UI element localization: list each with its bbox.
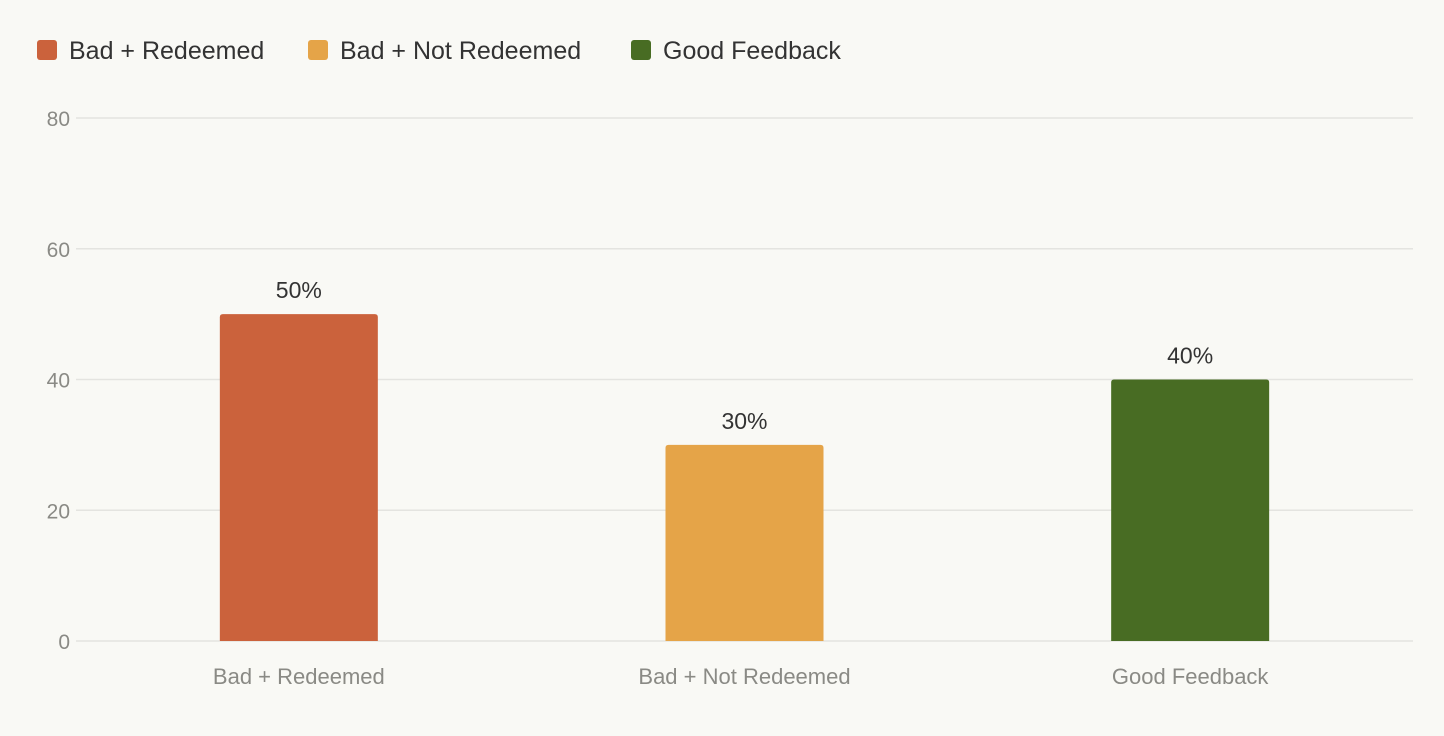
y-tick-label-40: 40 <box>47 370 70 393</box>
x-tick-label-2: Bad + Not Redeemed <box>638 664 850 689</box>
y-tick-label-20: 20 <box>47 500 70 523</box>
y-tick-label-60: 60 <box>47 239 70 262</box>
legend-swatch-2 <box>308 40 328 60</box>
bar-value-label-1: 50% <box>276 277 322 303</box>
bar-value-label-3: 40% <box>1167 343 1213 369</box>
x-tick-label-1: Bad + Redeemed <box>213 664 385 689</box>
legend-label-3: Good Feedback <box>663 37 841 65</box>
y-tick-label-0: 0 <box>58 631 70 654</box>
chart-legend: Bad + Redeemed Bad + Not Redeemed Good Fee… <box>37 37 841 65</box>
bar-3 <box>1111 379 1270 641</box>
legend-label-1: Bad + Redeemed <box>69 37 264 65</box>
y-tick-label-80: 80 <box>47 108 70 131</box>
bar-value-labels: 50% 30% 40% <box>276 277 1213 434</box>
bar-2 <box>665 444 824 641</box>
bar-1 <box>219 314 378 641</box>
y-axis: 0 20 40 60 80 <box>47 108 70 654</box>
bar-value-label-2: 30% <box>721 408 767 434</box>
legend-swatch-3 <box>631 40 651 60</box>
x-tick-label-3: Good Feedback <box>1112 664 1270 689</box>
legend-label-2: Bad + Not Redeemed <box>340 37 581 65</box>
x-axis: Bad + Redeemed Bad + Not Redeemed Good Fee… <box>213 664 1270 689</box>
chart-bars <box>219 314 1270 641</box>
legend-swatch-1 <box>37 40 57 60</box>
